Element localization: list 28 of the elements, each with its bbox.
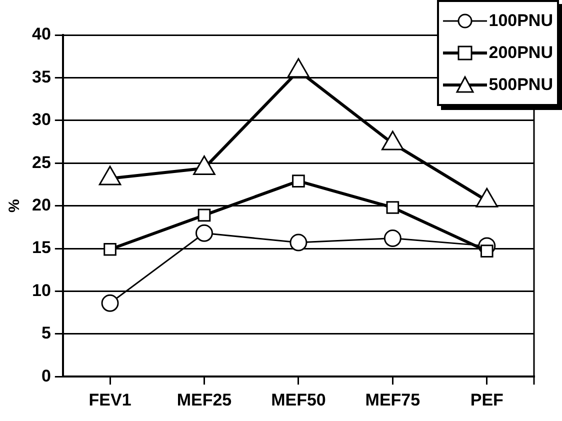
y-tick-label: 25 (32, 152, 51, 172)
x-tick-label: MEF75 (365, 390, 420, 410)
legend-label: 200PNU (488, 43, 553, 63)
legend-label: 500PNU (488, 75, 553, 95)
x-tick-label: MEF50 (271, 390, 326, 410)
point (382, 130, 404, 150)
x-tick-label: MEF25 (176, 390, 232, 410)
point (386, 201, 400, 214)
y-tick-label: 40 (32, 24, 51, 44)
x-tick-label: FEV1 (88, 390, 132, 410)
x-tick-label: PEF (470, 390, 504, 410)
y-tick-label: 5 (41, 324, 51, 343)
point (104, 242, 116, 256)
y-tick-label: 10 (32, 280, 51, 300)
point (101, 294, 119, 312)
point (195, 224, 213, 242)
point (198, 208, 211, 222)
point (290, 234, 308, 252)
y-tick-label: 0 (41, 366, 51, 386)
y-tick-label: 35 (32, 67, 51, 86)
point (384, 230, 402, 247)
y-tick-label: 30 (32, 110, 51, 130)
y-axis-title: % (6, 199, 24, 212)
point (292, 174, 305, 188)
point (287, 58, 310, 78)
y-tick-label: 20 (32, 195, 51, 214)
y-tick-label: 15 (32, 238, 51, 258)
legend-label: 100PNU (488, 11, 553, 31)
